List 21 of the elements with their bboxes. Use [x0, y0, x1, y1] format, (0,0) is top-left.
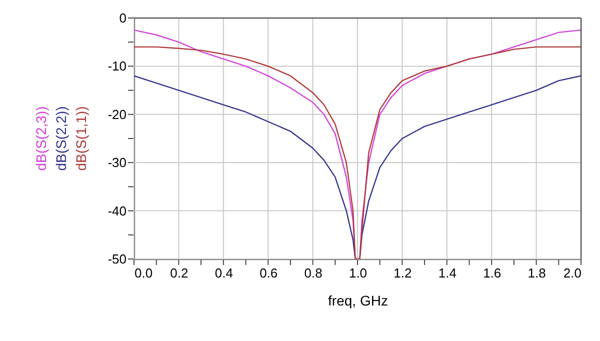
x-tick-label: 0.6	[260, 266, 278, 280]
y-tick-label: 0	[119, 10, 126, 26]
text: dB(S(2,2))	[53, 106, 69, 171]
x-tick-label: 1.8	[528, 266, 546, 280]
text: dB(S(1,1))	[73, 106, 89, 171]
x-tick-label: 0.2	[170, 266, 188, 280]
x-tick-label: 1.6	[483, 266, 502, 280]
x-tick-label: 0.0	[134, 266, 153, 280]
x-axis-title: freq, GHz	[328, 292, 388, 308]
x-tick-label: 1.2	[394, 266, 412, 280]
y-tick-label: -50	[108, 252, 126, 266]
x-tick-label: 1.0	[348, 266, 368, 280]
x-tick-label: 0.4	[214, 266, 233, 280]
x-tick-label: 0.8	[304, 266, 322, 280]
y-tick-label: -40	[108, 203, 126, 218]
y-tick-label: -10	[108, 58, 126, 74]
x-tick-label: 1.4	[438, 266, 456, 280]
y-tick-label: -20	[108, 106, 126, 122]
y-tick-label: -30	[108, 155, 126, 170]
x-tick-label: 2.0	[563, 266, 582, 280]
text: dB(S(2,3))	[33, 106, 49, 171]
